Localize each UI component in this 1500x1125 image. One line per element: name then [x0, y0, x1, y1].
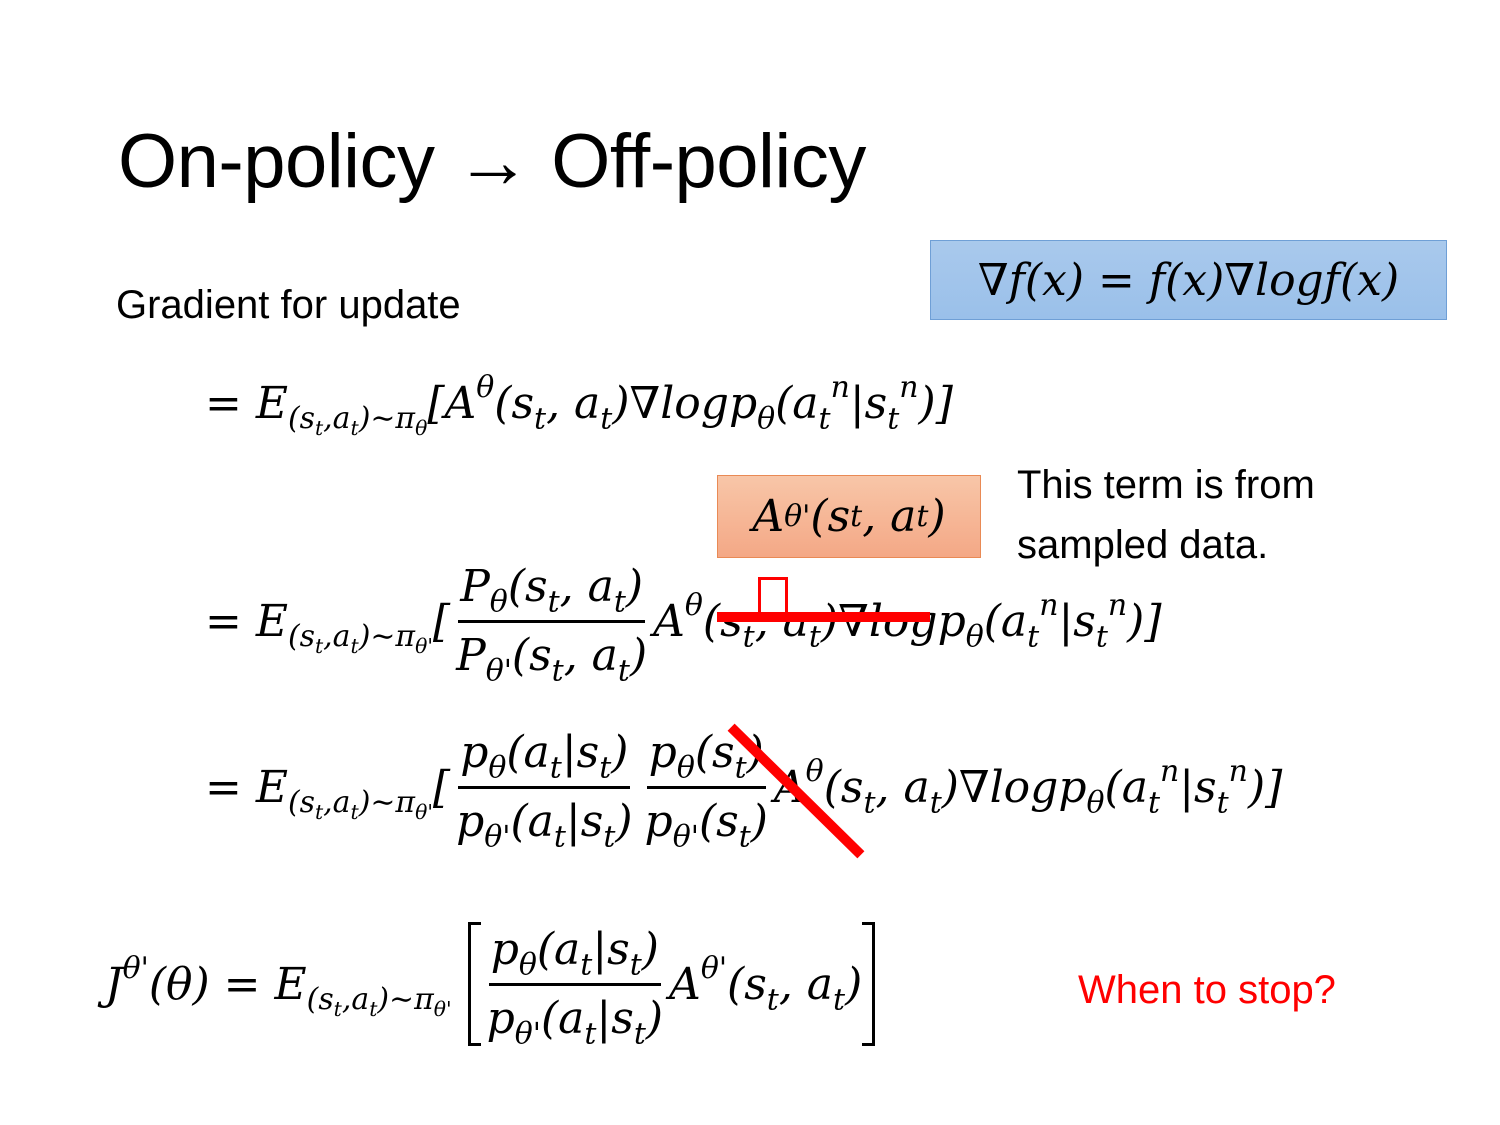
slide-title: On-policy → Off-policy [118, 119, 866, 204]
equation-2: = E(st,at)∼πθ'[ Pθ(st, at) Pθ'(st, at) A… [205, 556, 1162, 687]
eq3-numerator-1: pθ(at|st) [458, 722, 631, 789]
eq2-numerator: Pθ(st, at) [458, 556, 646, 623]
eq4-fraction: pθ(at|st) pθ'(at|st) [485, 919, 665, 1050]
log-derivative-identity-box: ∇f(x) = f(x)∇logf(x) [930, 240, 1447, 320]
eq4-numerator: pθ(at|st) [488, 919, 661, 986]
annotation-line-2: sampled data. [1017, 523, 1269, 567]
eq4-suffix: Aθ'(st, at) [669, 950, 863, 1017]
eq1-expression: = E(st,at)∼πθ[Aθ(st, at)∇logpθ(atn|stn)] [205, 370, 953, 441]
when-to-stop-question: When to stop? [1078, 968, 1336, 1012]
theta-highlight-box [758, 577, 788, 621]
eq4-denominator: pθ'(at|st) [486, 992, 664, 1051]
eq3-denominator-1: pθ'(at|st) [456, 796, 633, 855]
eq2-fraction: Pθ(st, at) Pθ'(st, at) [454, 556, 649, 687]
eq3-numerator-2: pθ(st) [646, 722, 766, 789]
eq3-suffix: Aθ(st, at)∇logpθ(atn|stn)] [774, 754, 1283, 821]
eq3-fraction-1: pθ(at|st) pθ'(at|st) [454, 722, 634, 853]
eq3-prefix: = E(st,at)∼πθ'[ [205, 762, 451, 825]
eq3-fraction-2: pθ(st) pθ'(st) [643, 722, 770, 853]
equation-3: = E(st,at)∼πθ'[ pθ(at|st) pθ'(at|st) pθ(… [205, 722, 1282, 853]
eq4-brackets: pθ(at|st) pθ'(at|st) Aθ'(st, at) [467, 922, 876, 1048]
eq3-denominator-2: pθ'(st) [644, 796, 768, 855]
equation-1: = E(st,at)∼πθ[Aθ(st, at)∇logpθ(atn|stn)] [205, 370, 953, 441]
eq2-prefix: = E(st,at)∼πθ'[ [205, 596, 451, 659]
annotation-line-1: This term is from [1017, 463, 1315, 507]
equation-4-objective: Jθ'(θ) = E(st,at)∼πθ' pθ(at|st) pθ'(at|s… [105, 922, 876, 1048]
strikethrough-line [717, 612, 930, 622]
eq4-lhs: Jθ'(θ) = E(st,at)∼πθ' [105, 950, 452, 1022]
gradient-label: Gradient for update [116, 283, 461, 327]
eq2-denominator: Pθ'(st, at) [456, 630, 648, 689]
